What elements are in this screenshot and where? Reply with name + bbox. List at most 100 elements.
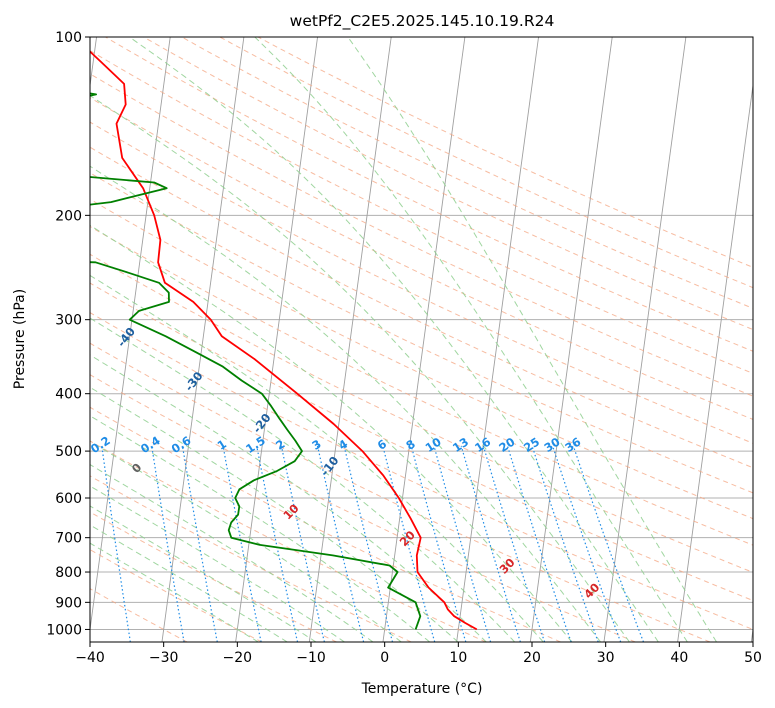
mixing-ratio-label: 0.2 [88, 433, 113, 456]
mixing-ratio-label: 2 [273, 437, 287, 453]
dry-adiabat-line [143, 37, 753, 331]
x-tick-label: −40 [75, 650, 105, 666]
y-tick-label: 300 [55, 313, 82, 329]
mixing-ratio-line [460, 445, 521, 642]
y-tick-label: 200 [55, 208, 82, 224]
moist-adiabat-line [90, 165, 601, 642]
x-tick-label: −20 [223, 650, 253, 666]
x-axis-label: Temperature (°C) [361, 681, 483, 697]
dry-adiabat-line [181, 37, 753, 309]
chart-title: wetPf2_C2E5.2025.145.10.19.R24 [290, 12, 555, 31]
y-tick-label: 600 [55, 491, 82, 507]
mixing-ratio-line [531, 445, 599, 642]
mixing-ratio-label: 4 [336, 437, 350, 453]
dry-adiabat-label: -10 [318, 454, 342, 479]
x-tick-label: −30 [149, 650, 179, 666]
x-tick-label: 0 [380, 650, 389, 666]
mixing-ratio-label: 16 [472, 435, 493, 455]
moist-adiabat-label: 20 [397, 528, 418, 549]
x-tick-label: 50 [744, 650, 762, 666]
moist-adiabat-label: 0 [129, 460, 145, 476]
dry-adiabat-line [105, 37, 753, 352]
x-tick-label: 10 [449, 650, 467, 666]
mixing-ratio-line [222, 445, 262, 642]
isotherm-line [750, 626, 753, 642]
moist-adiabats [90, 37, 717, 642]
dry-adiabat-label: -50 [46, 281, 70, 306]
y-tick-label: 1000 [46, 622, 82, 638]
moist-adiabat-line [347, 37, 717, 642]
mixing-ratio-lines [101, 445, 645, 642]
mixing-ratio-label: 3 [309, 437, 323, 453]
dry-adiabat-line [90, 440, 487, 642]
isotherm-line [677, 82, 753, 642]
moist-adiabat-label: 30 [496, 555, 517, 576]
dry-adiabat-line [90, 146, 753, 469]
x-tick-label: −10 [296, 650, 326, 666]
moist-adiabat-line [90, 440, 402, 642]
dry-adiabat-line [90, 225, 753, 546]
moist-adiabat-line [90, 224, 573, 642]
isotherm-line [235, 37, 319, 642]
isotherm-line [529, 37, 613, 642]
dry-adiabats [90, 37, 753, 642]
temperature-profile [90, 50, 478, 631]
dry-adiabat-line [90, 97, 753, 420]
dry-adiabat-label: -20 [250, 411, 274, 436]
moist-adiabat-line [90, 94, 630, 642]
mixing-ratio-label: 0.4 [138, 433, 163, 456]
moist-adiabat-line [90, 542, 259, 642]
dry-adiabat-line [90, 549, 263, 642]
mixing-ratio-line [316, 445, 365, 642]
y-tick-label: 400 [55, 387, 82, 403]
mixing-ratio-label: 8 [403, 437, 417, 453]
dry-adiabat-line [90, 312, 753, 630]
moist-adiabat-line [90, 464, 374, 642]
y-tick-label: 800 [55, 565, 82, 581]
mixing-ratio-line [151, 445, 185, 642]
plot-frame [89, 36, 754, 643]
y-axis-label: Pressure (hPa) [12, 289, 28, 389]
moist-adiabat-line [254, 37, 688, 642]
mixing-ratio-line [482, 445, 546, 642]
axis-ticks: −40 −30 −20 −10 0 10 20 30 40 5010020030040050060… [46, 30, 762, 666]
mixing-ratio-line [552, 445, 622, 642]
moist-adiabat-line [129, 37, 659, 642]
mixing-ratio-line [256, 445, 299, 642]
isotherm-line [603, 37, 687, 642]
dry-adiabat-line [90, 374, 636, 642]
moist-adiabat-line [90, 386, 459, 642]
moist-adiabat-line [90, 415, 431, 642]
dry-adiabat-line [90, 253, 753, 573]
moist-adiabat-line [90, 524, 288, 642]
dry-adiabat-line [90, 198, 753, 520]
profile-series [90, 50, 478, 631]
y-tick-label: 700 [55, 531, 82, 547]
dry-adiabat-line [90, 511, 337, 642]
mixing-ratio-line [101, 445, 131, 642]
mixing-ratio-line [343, 445, 394, 642]
y-tick-label: 900 [55, 595, 82, 611]
dry-adiabat-line [90, 342, 711, 642]
dry-adiabat-line [90, 406, 561, 642]
mixing-ratio-line [506, 445, 572, 642]
x-tick-label: 40 [670, 650, 688, 666]
dry-adiabat-label: -30 [182, 369, 206, 394]
mixing-ratio-label: 20 [496, 435, 517, 455]
dry-adiabat-label: -60 [0, 234, 3, 259]
isotherm-line [161, 37, 245, 642]
dry-adiabat-line [90, 73, 753, 397]
mixing-ratio-label: 13 [450, 434, 471, 454]
mixing-ratio-line [433, 445, 492, 642]
moist-adiabat-label: 40 [581, 580, 602, 601]
mixing-ratio-label: 36 [562, 435, 583, 455]
mixing-ratio-label: 25 [521, 435, 542, 455]
mixing-ratio-line [181, 445, 218, 642]
isotherm-line [382, 37, 466, 642]
grid-lines [90, 37, 753, 630]
isotherm-line [90, 37, 171, 633]
isotherm-line [456, 37, 540, 642]
y-tick-label: 100 [55, 30, 82, 46]
moist-adiabat-line [90, 274, 544, 642]
